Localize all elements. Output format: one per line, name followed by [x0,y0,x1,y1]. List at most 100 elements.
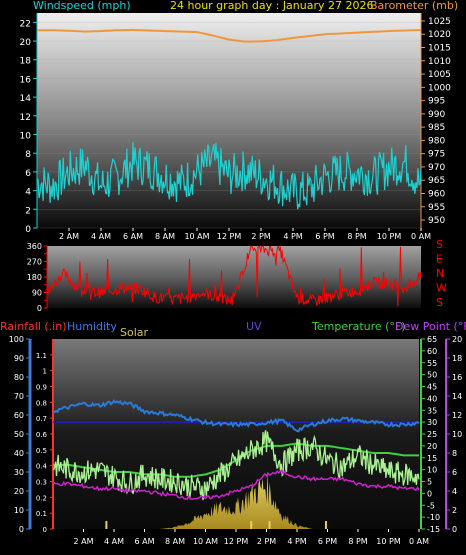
compass-label: N [436,267,444,280]
barometer-tick-label: 980 [428,136,445,146]
time-tick-label: 12 PM [224,537,249,546]
humidity-tick-label: 100 [9,335,24,344]
compass-label: E [436,253,443,266]
wind-tick-label: 6 [25,169,31,179]
direction-tick-label: 90 [32,289,42,298]
solar-marker [268,521,271,529]
temperature-tick-label: 55 [427,359,437,368]
dewpoint-title: Dew Point (°F) [395,320,466,333]
dewpoint-tick-label: 8 [452,449,457,458]
solar-marker [105,521,108,529]
dewpoint-tick-label: 18 [452,354,462,363]
dewpoint-tick-label: 12 [452,411,462,420]
time-tick-label: 0 AM [411,232,431,241]
dewpoint-tick-label: 0 [452,525,457,534]
dewpoint-tick-label: 14 [452,392,462,401]
time-tick-label: 2 PM [251,232,270,241]
rainfall-tick-label: 0 [43,526,47,534]
humidity-line [52,399,420,433]
rainfall-tick-label: 0.8 [36,399,47,407]
barometer-tick-label: 990 [428,110,445,120]
barometer-tick-label: 950 [428,216,445,226]
wind-tick-label: 18 [20,57,32,67]
solar-area [53,471,419,529]
dewpoint-line [52,469,420,500]
barometer-tick-label: 1015 [428,44,451,54]
dewpoint-tick-label: 20 [452,335,462,344]
rainfall-tick-label: 0.9 [36,384,47,392]
rainfall-tick-label: 0.7 [36,415,47,423]
humidity-tick-label: 30 [14,468,24,477]
solar-marker [250,521,253,529]
wind-panel-background [37,13,421,228]
barometer-tick-label: 960 [428,189,445,199]
humidity-tick-label: 60 [14,411,24,420]
time-tick-label: 10 AM [193,537,218,546]
time-tick-label: 4 AM [104,537,124,546]
time-tick-label: 10 PM [377,232,402,241]
direction-panel-gradient [47,246,421,308]
rainfall-title: Rainfall (.in) [0,320,67,333]
windspeed-line [36,141,422,210]
barometer-tick-label: 965 [428,176,445,186]
rainfall-tick-label: 1.1 [36,352,47,360]
temperature-tick-label: 50 [427,371,437,380]
time-tick-label: 8 AM [155,232,175,241]
wind-title: Windspeed (mph) [33,0,131,12]
humidity-tick-label: 80 [14,373,24,382]
wind-tick-label: 10 [20,132,32,142]
temperature-tick-label: 30 [427,418,437,427]
time-tick-label: 0 AM [409,537,429,546]
direction-tick-label: 180 [27,273,42,282]
time-tick-label: 10 PM [376,537,401,546]
rainfall-tick-label: 0.3 [36,479,47,487]
temperature-tick-label: 0 [427,489,432,498]
temperature-tick-label: -15 [427,525,440,534]
temp-panel-background [53,339,419,529]
temperature-tick-label: -5 [427,501,435,510]
time-tick-label: 10 AM [184,232,209,241]
barometer-line [37,29,422,43]
time-tick-label: 6 PM [315,232,334,241]
barometer-tick-label: 1020 [428,30,451,40]
time-tick-label: 2 PM [257,537,276,546]
temperature-tick-label: 65 [427,335,437,344]
wind-tick-label: 8 [25,150,31,160]
barometer-tick-label: 995 [428,97,445,107]
temperature-tick-label: 35 [427,406,437,415]
temperature-title: Temperature (°F) [311,320,406,333]
time-tick-label: 8 PM [347,232,366,241]
barometer-tick-label: 1010 [428,57,451,67]
compass-label: S [436,296,443,309]
rainfall-tick-label: 0.5 [36,447,47,455]
temperature-tick-label: 60 [427,347,437,356]
time-tick-label: 6 PM [318,537,337,546]
barometer-tick-label: 985 [428,123,445,133]
humidity-tick-label: 50 [14,430,24,439]
wind-tick-label: 4 [25,188,31,198]
humidity-tick-label: 90 [14,354,24,363]
temperature-tick-label: 10 [427,466,437,475]
wind-tick-label: 14 [20,94,32,104]
humidity-title: Humidity [67,320,117,333]
time-tick-label: 8 AM [165,537,185,546]
time-tick-label: 2 AM [59,232,79,241]
temperature-tick-label: 45 [427,383,437,392]
humidity-tick-label: 70 [14,392,24,401]
time-tick-label: 4 AM [91,232,111,241]
barometer-tick-label: 1005 [428,70,451,80]
rainfall-tick-label: 0.2 [36,494,47,502]
rainfall-tick-label: 0.1 [36,510,47,518]
barometer-tick-label: 975 [428,150,445,160]
temperature-line [52,430,420,501]
wind-tick-label: 22 [20,19,31,29]
temperature-tick-label: 20 [427,442,437,451]
humidity-tick-label: 0 [19,525,24,534]
dewpoint-tick-label: 10 [452,430,462,439]
barometer-tick-label: 970 [428,163,445,173]
humidity-tick-label: 20 [14,487,24,496]
dewpoint-tick-label: 4 [452,487,457,496]
wind-tick-label: 12 [20,113,31,123]
